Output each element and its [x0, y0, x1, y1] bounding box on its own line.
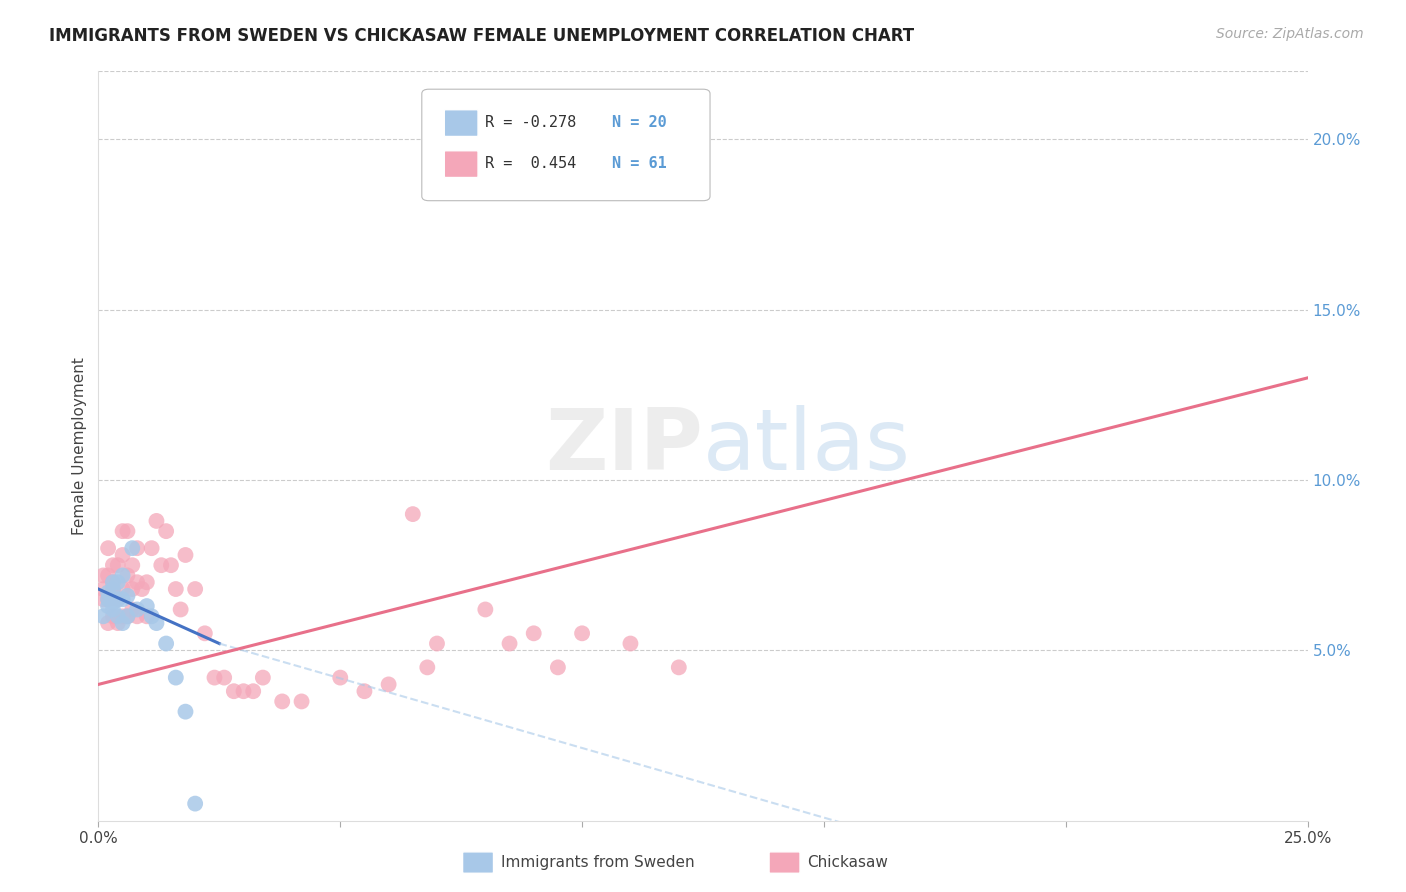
Point [101, 596, 124, 610]
Point [377, 677, 399, 691]
Point [97, 599, 120, 613]
Point [232, 684, 254, 698]
Point [174, 548, 197, 562]
Text: R = -0.278: R = -0.278 [485, 115, 576, 129]
Text: N = 20: N = 20 [612, 115, 666, 129]
Point [97, 592, 120, 607]
Point [107, 592, 129, 607]
Point [145, 616, 167, 631]
Text: atlas: atlas [703, 404, 911, 488]
Point [111, 616, 134, 631]
Point [165, 671, 187, 685]
Point [107, 592, 129, 607]
Point [97, 585, 120, 599]
Point [117, 609, 139, 624]
Point [127, 602, 149, 616]
Point [184, 797, 207, 811]
Point [135, 599, 157, 613]
Point [117, 589, 139, 603]
Point [107, 616, 129, 631]
Point [222, 684, 245, 698]
Point [619, 636, 641, 650]
Point [523, 626, 546, 640]
Point [141, 609, 163, 624]
Point [111, 592, 134, 607]
Point [121, 582, 143, 596]
Point [91, 568, 114, 582]
Point [117, 609, 139, 624]
Point [91, 609, 114, 624]
Point [121, 541, 143, 556]
Point [135, 575, 157, 590]
Point [111, 582, 134, 596]
Point [127, 541, 149, 556]
Point [101, 582, 124, 596]
Point [426, 636, 449, 650]
Text: Immigrants from Sweden: Immigrants from Sweden [501, 855, 695, 870]
Point [252, 671, 274, 685]
Point [117, 568, 139, 582]
Point [174, 705, 197, 719]
Point [212, 671, 235, 685]
Point [353, 684, 375, 698]
Point [111, 524, 134, 538]
Point [131, 582, 153, 596]
Point [498, 636, 520, 650]
Point [111, 568, 134, 582]
Y-axis label: Female Unemployment: Female Unemployment [72, 357, 87, 535]
Point [107, 558, 129, 573]
Text: Chickasaw: Chickasaw [807, 855, 889, 870]
Point [155, 636, 177, 650]
Point [141, 541, 163, 556]
Point [165, 582, 187, 596]
Point [668, 660, 690, 674]
Point [474, 602, 496, 616]
Point [127, 609, 149, 624]
Point [97, 568, 120, 582]
Point [155, 524, 177, 538]
Text: R =  0.454: R = 0.454 [485, 156, 576, 170]
Point [111, 609, 134, 624]
Point [145, 514, 167, 528]
Point [135, 609, 157, 624]
Point [97, 592, 120, 607]
Text: IMMIGRANTS FROM SWEDEN VS CHICKASAW FEMALE UNEMPLOYMENT CORRELATION CHART: IMMIGRANTS FROM SWEDEN VS CHICKASAW FEMA… [49, 27, 914, 45]
Point [242, 684, 264, 698]
Point [101, 558, 124, 573]
Point [101, 609, 124, 624]
Point [121, 602, 143, 616]
Point [101, 575, 124, 590]
Point [184, 582, 207, 596]
Point [547, 660, 569, 674]
Point [127, 575, 149, 590]
Point [101, 602, 124, 616]
Point [290, 694, 312, 708]
Point [150, 558, 173, 573]
Point [160, 558, 183, 573]
Point [107, 609, 129, 624]
Point [101, 575, 124, 590]
Text: Source: ZipAtlas.com: Source: ZipAtlas.com [1216, 27, 1364, 41]
Point [571, 626, 593, 640]
Point [402, 507, 425, 521]
Point [97, 616, 120, 631]
Point [101, 582, 124, 596]
Point [107, 575, 129, 590]
Point [121, 558, 143, 573]
Point [91, 592, 114, 607]
Text: N = 61: N = 61 [612, 156, 666, 170]
Point [204, 671, 226, 685]
Point [271, 694, 294, 708]
Text: ZIP: ZIP [546, 404, 703, 488]
Point [111, 548, 134, 562]
Point [194, 626, 217, 640]
Point [329, 671, 352, 685]
Point [416, 660, 439, 674]
Point [169, 602, 191, 616]
Point [91, 582, 114, 596]
Point [117, 524, 139, 538]
Point [97, 541, 120, 556]
